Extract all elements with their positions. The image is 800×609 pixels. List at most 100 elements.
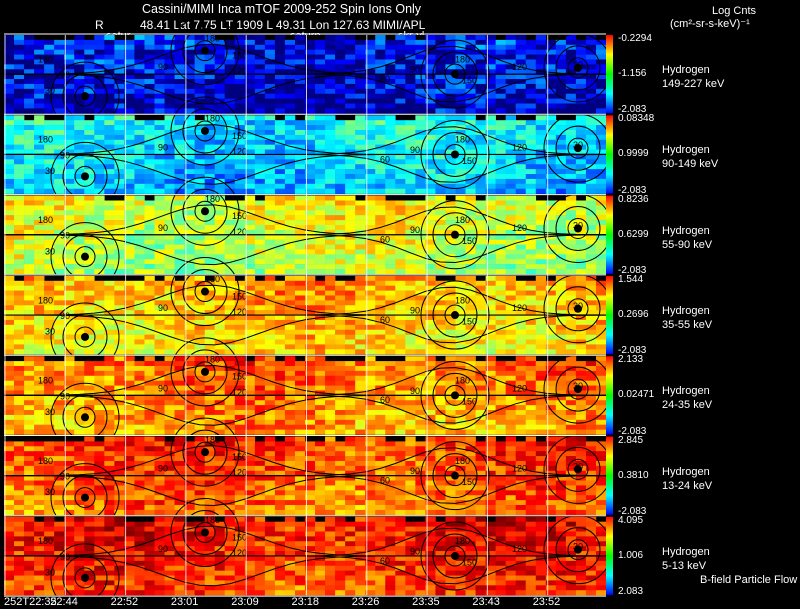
pixel-cell: [4, 400, 15, 406]
pixel-cell: [134, 310, 145, 316]
pixel-cell: [545, 220, 557, 226]
pixel-cell: [274, 139, 286, 145]
pixel-cell: [515, 349, 527, 355]
pixel-cell: [345, 98, 356, 104]
pixel-cell: [204, 361, 215, 367]
pixel-cell: [555, 134, 567, 141]
pixel-cell: [515, 120, 527, 126]
pixel-cell: [455, 375, 466, 381]
pixel-cell: [24, 54, 35, 60]
pixel-cell: [174, 125, 185, 131]
pixel-cell: [445, 35, 456, 41]
pixel-cell: [84, 334, 95, 340]
pixel-cell: [34, 290, 45, 296]
pixel-cell: [64, 424, 75, 430]
pixel-cell: [144, 120, 155, 126]
pixel-cell: [74, 280, 85, 286]
pixel-cell: [365, 98, 376, 104]
pixel-cell: [154, 44, 165, 50]
pixel-cell: [405, 424, 416, 430]
pixel-cell: [54, 259, 65, 265]
pixel-cell: [124, 285, 135, 291]
pixel-cell: [515, 269, 527, 275]
pixel-cell: [174, 290, 185, 296]
pixel-cell: [465, 315, 476, 321]
pixel-cell: [385, 315, 396, 321]
pixel-cell: [505, 329, 516, 335]
pixel-cell: [355, 229, 366, 236]
pixel-cell: [495, 174, 506, 180]
pixel-cell: [204, 254, 215, 260]
pixel-cell: [565, 264, 577, 270]
pixel-cell: [44, 475, 55, 481]
pixel-cell: [515, 174, 527, 180]
pixel-cell: [54, 44, 65, 50]
pixel-cell: [14, 220, 25, 226]
pixel-cell: [154, 315, 165, 321]
pixel-cell: [54, 405, 65, 411]
pixel-cell: [244, 334, 256, 340]
pixel-cell: [254, 205, 266, 211]
pixel-cell: [305, 365, 316, 372]
pixel-cell: [395, 229, 406, 236]
pixel-cell: [425, 224, 436, 231]
pixel-cell: [335, 205, 346, 211]
pixel-cell: [555, 410, 567, 416]
pixel-cell: [405, 93, 416, 99]
pixel-cell: [14, 88, 25, 95]
pixel-cell: [595, 385, 607, 391]
pixel-cell: [515, 54, 527, 60]
pixel-cell: [435, 49, 446, 55]
pixel-cell: [535, 334, 547, 340]
pixel-cell: [395, 290, 406, 296]
pixel-cell: [525, 54, 537, 60]
pixel-cell: [585, 205, 597, 211]
pixel-cell: [274, 88, 286, 95]
pixel-cell: [284, 365, 296, 372]
pixel-cell: [154, 205, 165, 211]
pixel-cell: [345, 361, 356, 367]
pixel-cell: [284, 49, 296, 55]
pixel-cell: [385, 39, 396, 46]
pixel-cell: [415, 339, 426, 345]
pixel-cell: [425, 429, 436, 435]
pixel-cell: [14, 115, 25, 121]
pixel-cell: [64, 205, 75, 211]
pixel-cell: [4, 178, 15, 185]
pixel-cell: [415, 349, 426, 355]
pixel-cell: [505, 59, 516, 65]
pixel-cell: [425, 98, 436, 104]
pixel-cell: [74, 183, 85, 189]
pixel-cell: [375, 264, 386, 270]
pixel-cell: [44, 385, 55, 391]
pixel-cell: [435, 385, 446, 391]
pixel-cell: [74, 385, 85, 391]
pixel-cell: [435, 269, 446, 275]
pixel-cell: [114, 300, 125, 306]
pixel-cell: [294, 44, 306, 50]
pixel-cell: [455, 310, 466, 316]
pixel-cell: [34, 480, 45, 486]
pixel-cell: [34, 446, 45, 452]
pixel-cell: [365, 69, 376, 75]
pixel-cell: [305, 244, 316, 250]
pixel-cell: [114, 344, 125, 350]
pixel-cell: [385, 178, 396, 185]
contour-circle: [170, 16, 240, 86]
pixel-cell: [525, 375, 537, 381]
pixel-cell: [345, 285, 356, 291]
pixel-cell: [264, 64, 276, 70]
pixel-cell: [4, 424, 15, 430]
pixel-cell: [214, 134, 226, 141]
pixel-cell: [515, 361, 527, 367]
pixel-cell: [284, 280, 296, 286]
pixel-cell: [44, 280, 55, 286]
pixel-cell: [54, 285, 65, 291]
pixel-cell: [224, 159, 236, 165]
pixel-cell: [385, 244, 396, 250]
pixel-cell: [84, 98, 95, 104]
panel-6: 180903018015012090906018015012030: [4, 417, 613, 533]
pixel-cell: [365, 178, 376, 185]
contour-label: 30: [45, 327, 55, 337]
pixel-cell: [54, 475, 65, 481]
